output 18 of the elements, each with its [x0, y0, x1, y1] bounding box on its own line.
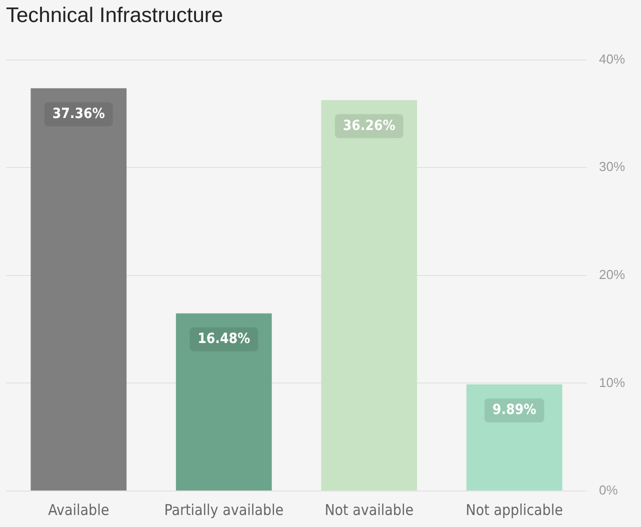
- y-tick-label: 20%: [598, 266, 626, 282]
- y-tick-label: 40%: [598, 51, 626, 66]
- x-tick-label: Not applicable: [466, 500, 563, 519]
- y-tick-label: 0%: [598, 482, 618, 498]
- data-label: 37.36%: [52, 106, 106, 122]
- x-tick-label: Partially available: [164, 500, 284, 519]
- y-tick-label: 30%: [598, 159, 626, 174]
- bar: [321, 100, 418, 490]
- x-tick-label: Not available: [324, 500, 414, 519]
- bar: [30, 88, 127, 490]
- data-label: 36.26%: [342, 118, 396, 134]
- x-tick-label: Available: [48, 500, 110, 519]
- chart-title: Technical Infrastructure: [6, 4, 224, 28]
- data-label: 9.89%: [492, 402, 537, 418]
- bar: [466, 384, 562, 490]
- bar: [176, 313, 272, 490]
- y-tick-label: 10%: [598, 374, 626, 390]
- data-label: 16.48%: [198, 330, 250, 347]
